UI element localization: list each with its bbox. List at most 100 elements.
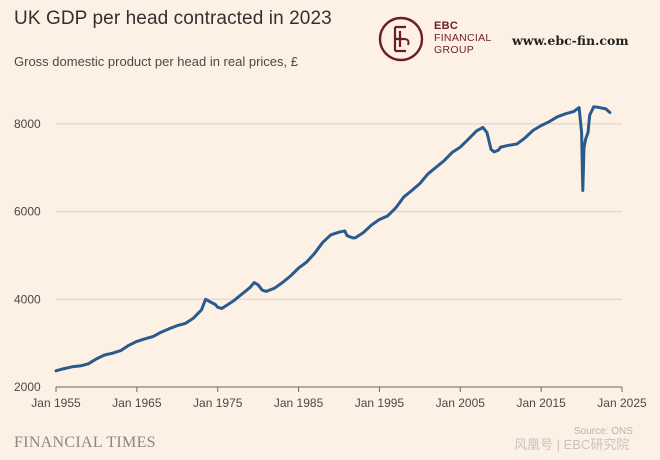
data-point xyxy=(306,261,308,263)
data-point xyxy=(257,284,259,286)
data-point xyxy=(281,282,283,284)
x-tick-label: Jan 2025 xyxy=(597,396,647,410)
ebc-logo: EBC FINANCIAL GROUP xyxy=(378,16,528,62)
data-point xyxy=(120,349,122,352)
data-point xyxy=(585,138,587,140)
data-point xyxy=(490,148,492,150)
data-point xyxy=(593,106,595,108)
data-point xyxy=(112,352,114,354)
data-point xyxy=(486,132,488,134)
x-tick-label: Jan 2005 xyxy=(436,396,486,410)
data-point xyxy=(459,146,461,148)
data-point xyxy=(532,129,534,132)
data-point xyxy=(144,338,146,340)
data-point xyxy=(79,365,81,367)
data-point xyxy=(209,300,211,303)
data-point xyxy=(346,235,348,237)
data-point xyxy=(184,322,186,325)
data-point xyxy=(200,309,203,311)
x-tick-label: Jan 1955 xyxy=(31,396,81,410)
watermark: 风凰号 | EBC研究院 xyxy=(514,437,630,452)
source-note: Source: ONS xyxy=(574,426,633,437)
data-point xyxy=(63,367,65,370)
data-point xyxy=(582,189,584,192)
data-point xyxy=(71,366,73,368)
x-tick-labels: Jan 1955 Jan 1965 Jan 1975 Jan 1985 Jan 1995… xyxy=(31,396,647,410)
data-point xyxy=(411,189,413,192)
chart-subtitle: Gross domestic product per head in real … xyxy=(14,54,298,69)
data-point xyxy=(297,267,300,269)
y-tick-label: 2000 xyxy=(14,380,41,394)
data-point xyxy=(314,252,316,254)
data-point xyxy=(204,298,207,300)
data-point xyxy=(273,287,275,289)
data-point xyxy=(556,116,558,118)
data-point xyxy=(497,149,499,151)
ft-brand: FINANCIAL TIMES xyxy=(14,434,156,451)
y-tick-labels: 2000 4000 6000 8000 xyxy=(14,117,41,394)
data-point xyxy=(435,166,437,168)
data-point xyxy=(233,300,235,302)
chart-title: UK GDP per head contracted in 2023 xyxy=(14,8,332,29)
data-point xyxy=(338,231,340,233)
data-point xyxy=(516,143,518,145)
website-link[interactable]: www.ebc-fin.com xyxy=(512,33,629,48)
data-point xyxy=(168,328,170,330)
data-point xyxy=(572,110,575,113)
x-tick-label: Jan 1975 xyxy=(193,396,243,410)
data-point xyxy=(249,286,251,289)
data-point xyxy=(524,137,526,139)
data-point xyxy=(395,207,397,209)
series-layer xyxy=(54,105,612,373)
data-point xyxy=(354,237,356,239)
data-point xyxy=(214,303,216,306)
data-point xyxy=(344,230,346,232)
data-point xyxy=(176,325,178,327)
data-point xyxy=(451,151,453,153)
data-point xyxy=(87,363,89,365)
x-tick-label: Jan 2015 xyxy=(516,396,566,410)
data-point xyxy=(289,275,292,277)
data-point xyxy=(580,132,583,134)
data-point xyxy=(597,106,599,108)
data-point xyxy=(225,305,227,307)
data-point xyxy=(548,121,550,123)
data-point xyxy=(482,126,484,128)
data-point xyxy=(160,331,162,333)
x-tick-label: Jan 1965 xyxy=(112,396,162,410)
logo-line-3: GROUP xyxy=(434,44,475,56)
data-point xyxy=(589,114,591,116)
data-point xyxy=(55,370,57,372)
data-point xyxy=(419,182,421,185)
data-point xyxy=(467,138,469,140)
data-point xyxy=(500,146,502,148)
grid-layer xyxy=(55,123,623,392)
data-point xyxy=(370,224,372,226)
data-point xyxy=(378,218,381,221)
data-point xyxy=(352,237,354,239)
data-point xyxy=(386,215,389,217)
data-point xyxy=(475,130,478,132)
data-point xyxy=(241,293,243,295)
data-point xyxy=(152,335,154,338)
line-chart: 2000 4000 6000 8000 Jan 1955 Jan 1965 Jan 197… xyxy=(14,105,647,410)
logo-line-2: FINANCIAL xyxy=(434,32,492,44)
data-point xyxy=(609,111,611,114)
data-point xyxy=(578,107,580,109)
data-point xyxy=(103,354,106,356)
data-point xyxy=(564,113,567,115)
data-point xyxy=(95,358,98,360)
y-tick-label: 4000 xyxy=(14,292,41,306)
x-tick-label: Jan 1995 xyxy=(355,396,405,410)
data-point xyxy=(403,196,405,198)
data-point xyxy=(217,306,219,308)
data-point xyxy=(493,151,495,153)
data-point xyxy=(540,125,542,127)
data-point xyxy=(265,290,267,292)
ebc-emblem-icon xyxy=(378,16,424,62)
data-point xyxy=(362,232,364,234)
data-point xyxy=(443,160,445,162)
data-point xyxy=(605,108,607,110)
data-point xyxy=(508,144,510,146)
x-tick-label: Jan 1985 xyxy=(274,396,324,410)
